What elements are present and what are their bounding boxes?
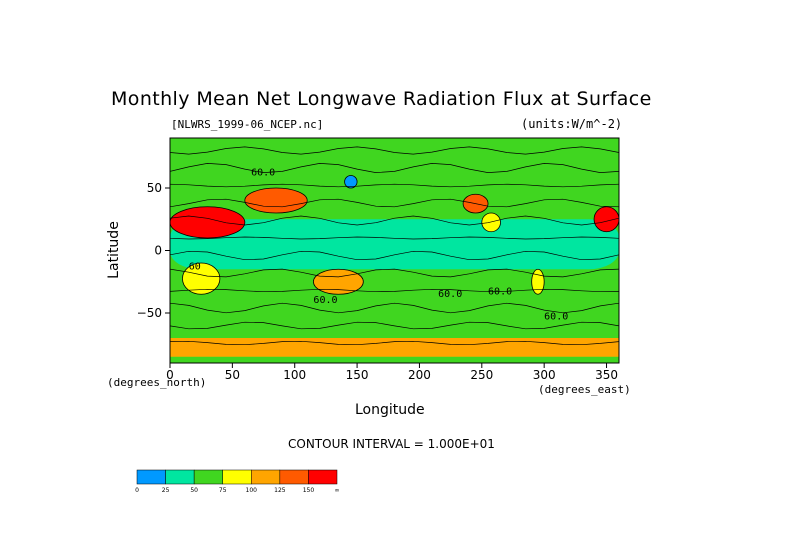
colorbar-label: 100 [246,487,258,494]
y-tick-label: 0 [154,244,162,258]
field-group: 60.0 60 60.0 60.0 60.0 60.0 [170,138,619,363]
contour-line [170,146,619,155]
contour-line [170,302,619,314]
contour-line [170,215,619,226]
colorbar-label: ∞ [335,487,340,494]
x-tick-label: 150 [346,368,369,382]
region-siberia-cold [344,175,358,189]
colorbar-label: 0 [135,487,139,494]
colorbar-swatch [222,469,252,485]
colorbar-label: 25 [162,487,170,494]
colorbar-swatch [251,469,281,485]
contour-label: 60.0 [544,311,568,322]
x-tick-label: 200 [408,368,431,382]
region-antarctic-coast [170,338,619,357]
x-tick-label: 100 [283,368,306,382]
region-southern-africa [182,262,221,295]
x-axis-unit: (degrees_east) [538,383,631,396]
contour-label: 60 [189,261,201,272]
contour-line [170,340,619,346]
contour-label: 60.0 [488,286,512,297]
y-tick-label: −50 [137,306,162,320]
colorbar-swatch [279,469,309,485]
contour-label: 60.0 [438,289,462,300]
contour-line [170,321,619,330]
dataset-filename: [NLWRS_1999-06_NCEP.nc] [171,118,324,131]
region-australia [313,268,364,295]
region-andes [531,268,545,295]
colorbar-label: 50 [190,487,198,494]
x-tick-label: 250 [470,368,493,382]
contour-line [170,288,619,293]
units-label: (units:W/m^-2) [521,117,623,131]
contour-line [170,268,619,278]
contour-line [170,163,619,173]
x-tick-label: 350 [595,368,618,382]
x-axis-label: Longitude [355,402,425,418]
contour-line [170,183,619,188]
x-tick-label: 300 [533,368,556,382]
colorbar-swatch [308,469,338,485]
contour-line [170,250,619,261]
y-tick-label: 50 [147,181,162,195]
colorbar-swatch [165,469,195,485]
region-tropical-band [170,219,619,270]
x-tick-label: 50 [225,368,240,382]
contour-label: 60.0 [251,168,275,179]
contour-line [170,236,619,240]
y-axis-unit: (degrees_north) [107,376,207,389]
colorbar-swatch [193,469,223,485]
colorbar-label: 75 [219,487,227,494]
colorbar-swatch [136,469,166,485]
contour-label: 60.0 [313,295,337,306]
region-mexico [481,212,501,233]
contour-line [170,198,619,208]
contour-interval-note: CONTOUR INTERVAL = 1.000E+01 [288,437,495,451]
x-tick-label: 0 [166,368,174,382]
colorbar-label: 150 [303,487,315,494]
region-north-africa-arabia [170,206,246,239]
region-central-asia [244,187,308,214]
chart-title: Monthly Mean Net Longwave Radiation Flux… [111,88,652,110]
colorbar-label: 125 [274,487,286,494]
